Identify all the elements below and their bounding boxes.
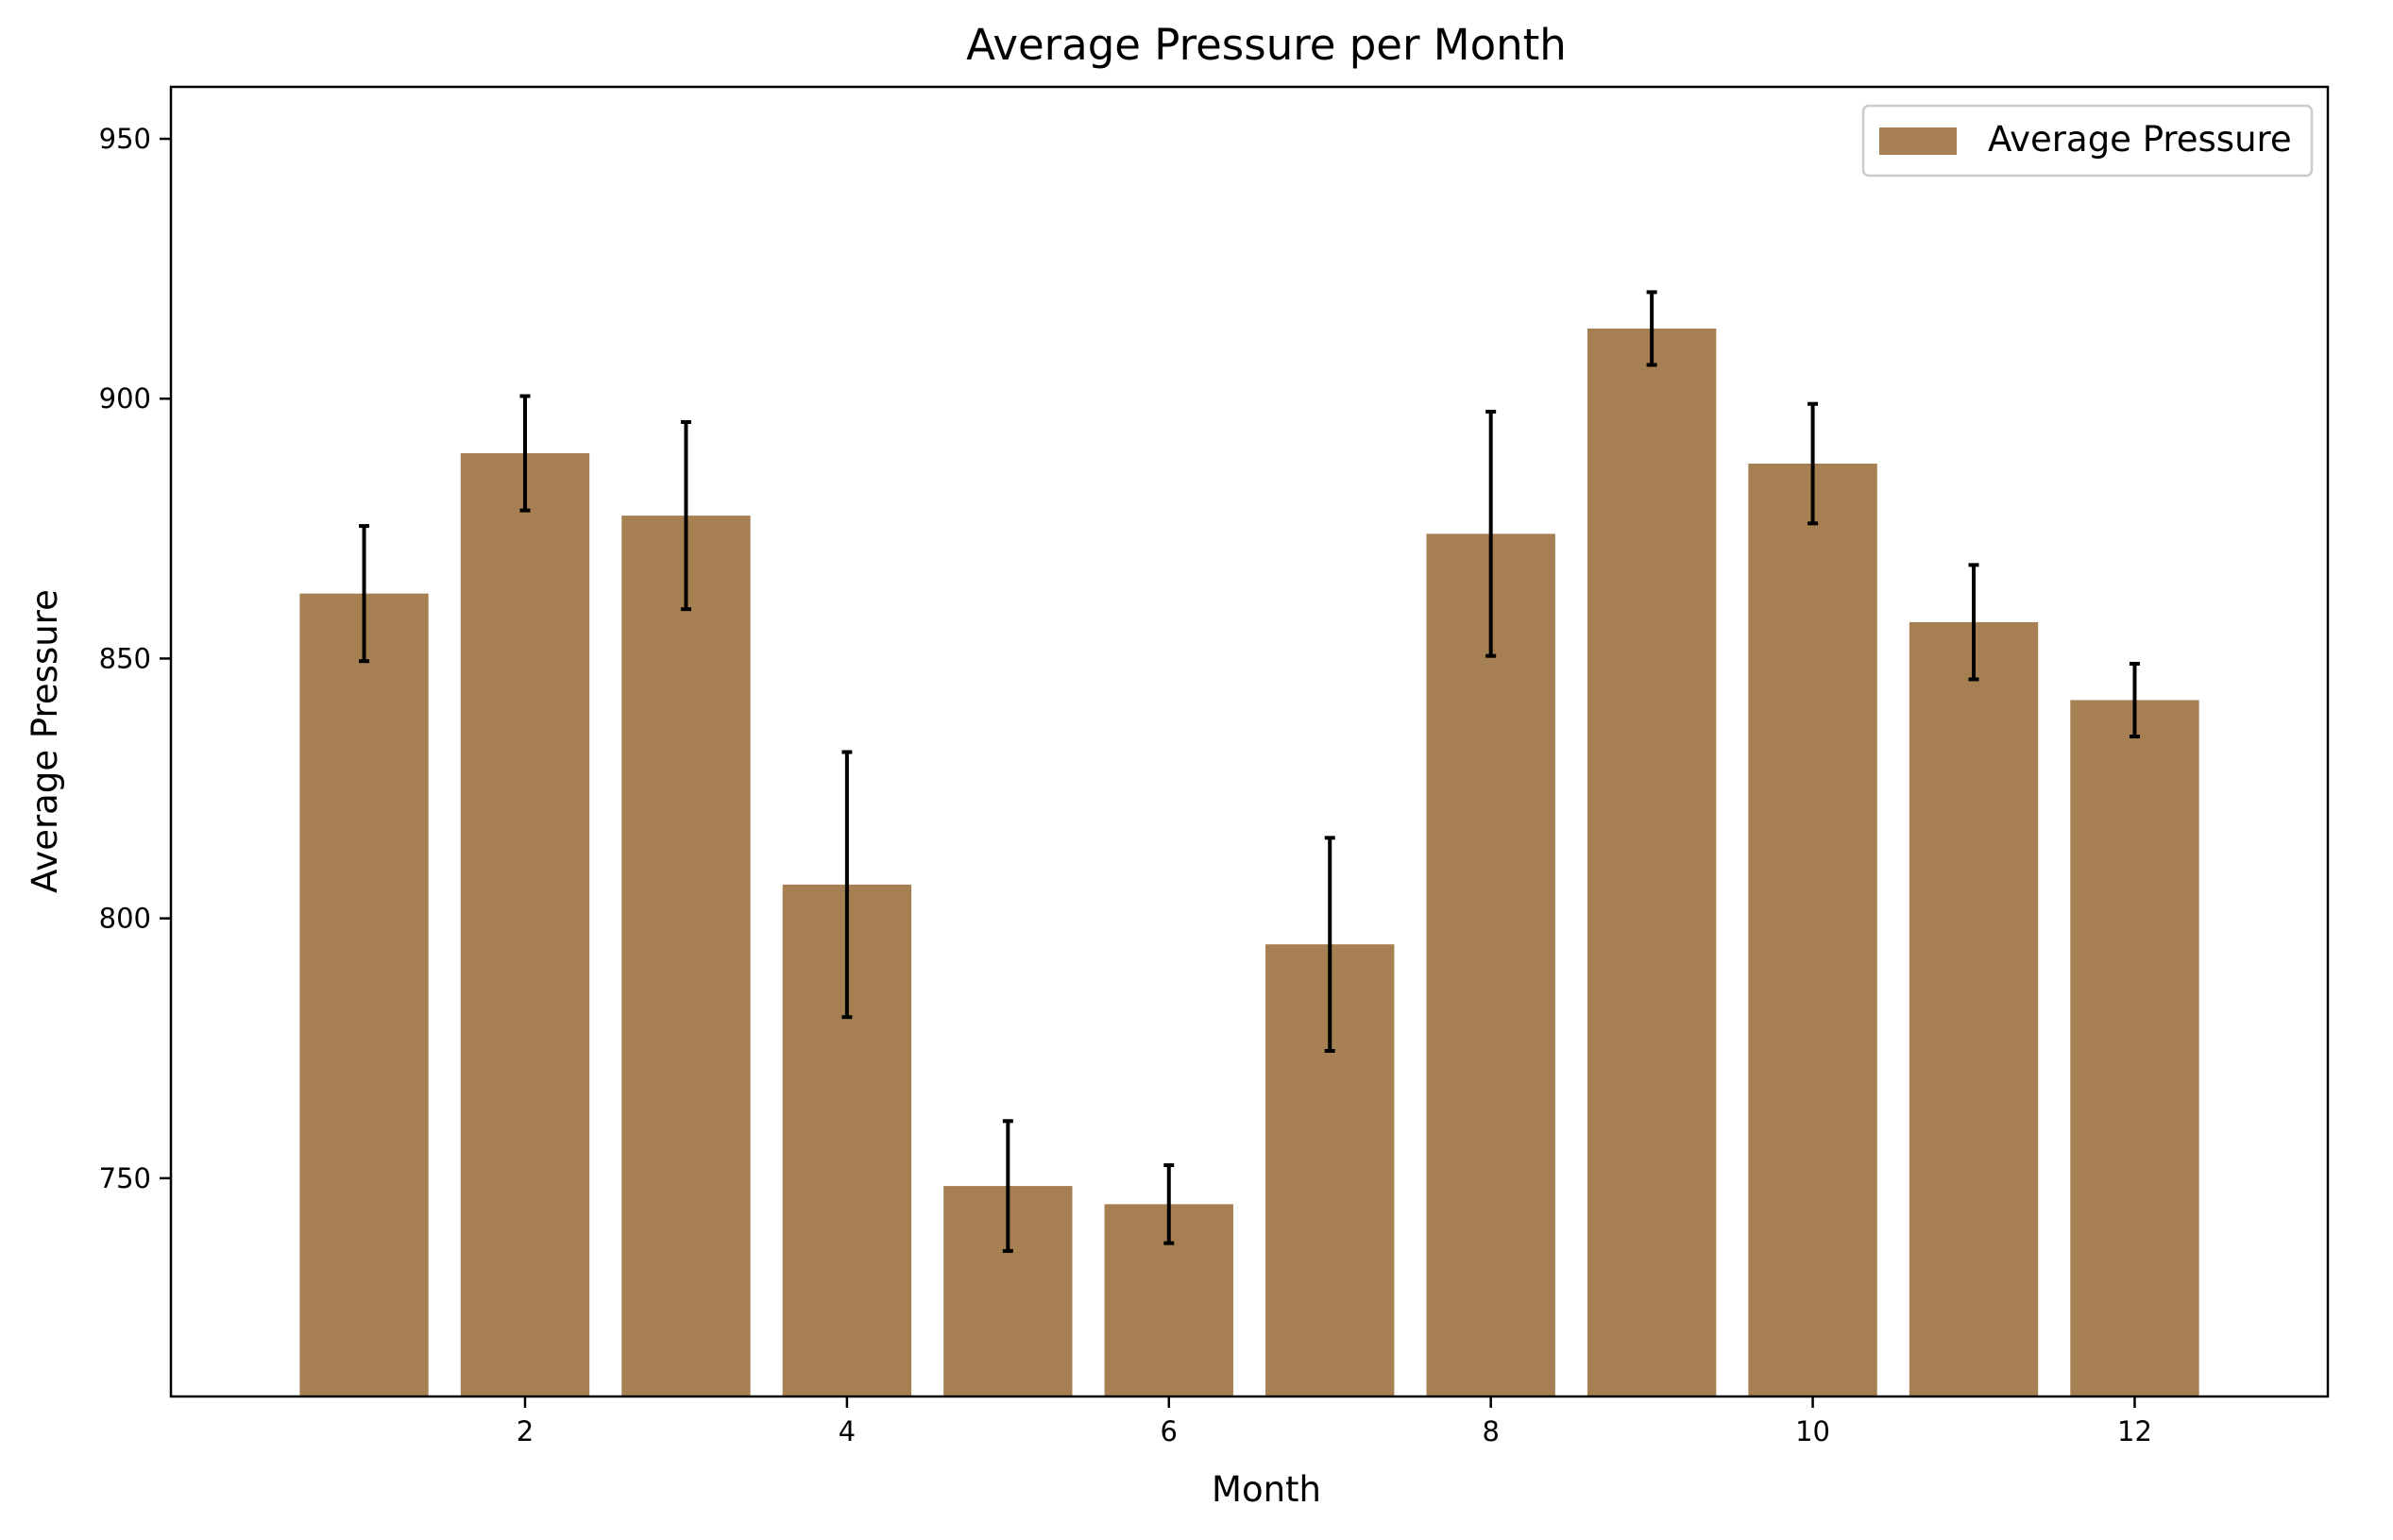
x-tick-label: 8: [1482, 1415, 1499, 1447]
bar: [1748, 464, 1877, 1396]
error-bars-layer: [359, 290, 2140, 1253]
legend-frame: [1861, 104, 2314, 178]
y-tick-label: 800: [99, 903, 151, 935]
bar: [299, 593, 429, 1396]
x-tick-label: 2: [517, 1415, 534, 1447]
error-bar: [841, 750, 853, 1020]
error-bar: [1163, 1163, 1175, 1245]
error-bar: [359, 524, 370, 664]
error-bar: [1646, 290, 1657, 367]
x-axis: 2 4 6 8 10 12: [517, 1396, 2152, 1447]
x-tick-label: 6: [1161, 1415, 1178, 1447]
bar: [460, 453, 590, 1396]
legend-swatch: [1879, 127, 1957, 155]
bar: [1909, 621, 2039, 1396]
y-tick-label: 950: [99, 123, 151, 155]
y-tick-label: 750: [99, 1162, 151, 1194]
x-tick-label: 4: [839, 1415, 856, 1447]
bar: [2070, 700, 2199, 1396]
error-bar: [2129, 661, 2140, 738]
bar: [1587, 328, 1717, 1396]
bars-layer: [299, 328, 2199, 1396]
x-axis-label: Month: [1212, 1469, 1321, 1510]
legend-label: Average Pressure: [1988, 119, 2292, 160]
y-axis: 750 800 850 900 950: [99, 123, 171, 1194]
plot-area-frame: [169, 85, 2330, 1398]
error-bar: [1485, 409, 1497, 658]
chart-title: Average Pressure per Month: [966, 20, 1567, 70]
y-axis-label: Average Pressure: [25, 589, 65, 893]
y-tick-label: 850: [99, 642, 151, 674]
bar: [621, 516, 751, 1396]
error-bar: [1324, 836, 1335, 1053]
error-bar: [519, 394, 531, 513]
x-tick-label: 10: [1795, 1415, 1830, 1447]
error-bar: [1002, 1119, 1013, 1253]
x-tick-label: 12: [2117, 1415, 2152, 1447]
error-bar: [1807, 401, 1819, 526]
bar: [1426, 533, 1555, 1396]
y-tick-label: 900: [99, 382, 151, 415]
legend: Average Pressure: [1861, 104, 2314, 178]
error-bar: [680, 420, 691, 612]
error-bar: [1968, 563, 1979, 682]
